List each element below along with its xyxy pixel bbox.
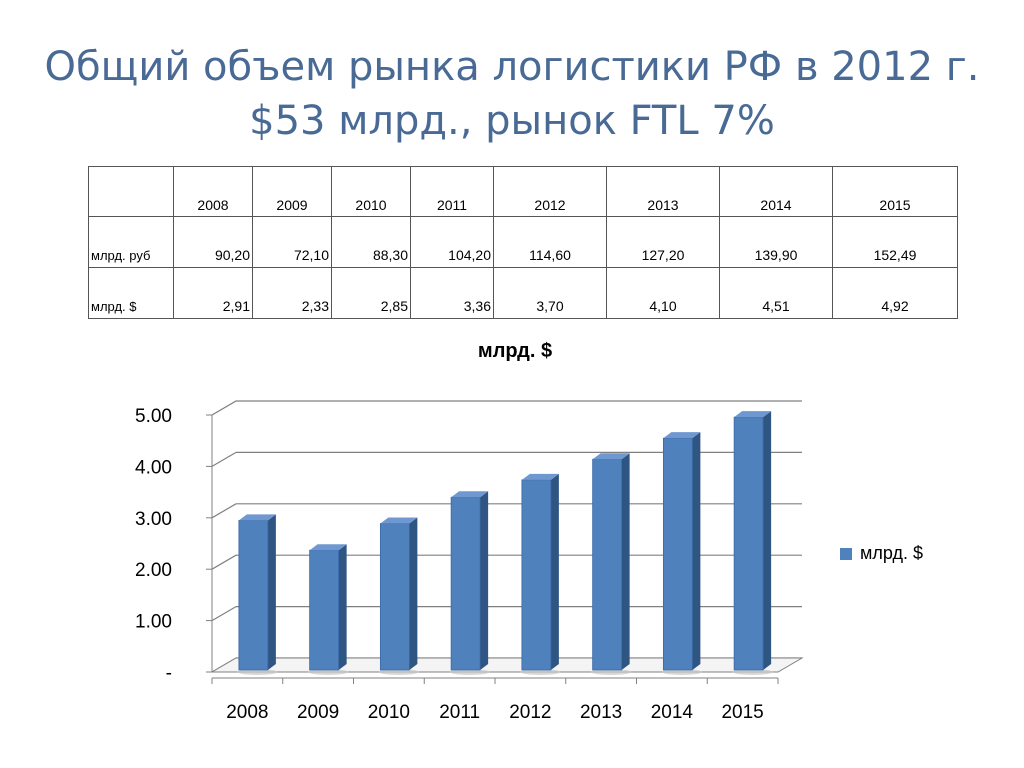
table-row: млрд. $ 2,91 2,33 2,85 3,36 3,70 4,10 4,… [88,267,958,319]
table-row-label: млрд. руб [88,216,174,268]
table-cell: 2,91 [173,267,253,319]
x-tick-label: 2014 [651,702,694,723]
slide-title-line-2: $53 млрд., рынок FTL 7% [249,98,775,144]
bar-side [621,453,630,670]
x-tick-label: 2008 [226,702,268,723]
chart-title: млрд. $ [477,340,553,362]
x-tick-label: 2010 [368,702,410,723]
table-cell: 3,70 [493,267,607,319]
table-cell: 3,36 [410,267,494,319]
bar-shadow [661,669,702,675]
gridline-side [211,606,237,622]
table-cell: 4,51 [719,267,833,319]
table-cell: 4,10 [606,267,720,319]
bar-shadow [732,669,773,675]
bar [238,520,269,671]
bar-top [238,514,276,521]
chart-legend: млрд. $ [840,543,923,564]
bar-shadow [237,669,278,675]
bar-top [734,411,772,418]
x-tick-label: 2015 [721,702,763,723]
bar [379,523,410,671]
bar [309,549,340,671]
legend-label: млрд. $ [860,543,923,563]
x-tick-label: 2011 [439,702,480,723]
bar [662,437,693,671]
gridline-side [211,503,237,519]
bar [592,458,623,671]
bar-top [451,491,489,498]
table-cell: 2,85 [331,267,411,319]
slide-title-line-1: Общий объем рынка логистики РФ в 2012 г. [44,44,980,90]
grid-top-edge [211,400,802,416]
bar-side [267,514,276,670]
y-tick-label: 3.00 [135,509,172,530]
table-cell: 104,20 [410,216,494,268]
table-cell: 114,60 [493,216,607,268]
y-tick-label: 4.00 [135,457,172,478]
slide-title: Общий объем рынка логистики РФ в 2012 г.… [0,40,1024,148]
table-row: млрд. руб 90,20 72,10 88,30 104,20 114,6… [88,216,958,268]
table-header-cell: 2015 [832,166,958,217]
bar-side [409,517,418,670]
bar-shadow [591,669,632,675]
gridline-side [211,400,237,416]
x-tick-label: 2013 [580,702,622,723]
y-tick-label: 2.00 [135,560,172,581]
table-cell: 152,49 [832,216,958,268]
bar [450,496,481,671]
y-tick-label: - [166,663,172,684]
bar-side [480,491,489,670]
data-table: 2008 2009 2010 2011 2012 2013 2014 2015 … [88,166,958,319]
bar-shadow [449,669,490,675]
bar-top [592,453,630,460]
bar-side [763,411,772,670]
gridline-side [211,451,237,467]
bar [733,416,764,671]
table-header-cell: 2009 [252,166,332,217]
x-tick-label: 2009 [297,702,339,723]
bar-shadow [520,669,561,675]
bar-top [309,544,347,551]
table-cell: 4,92 [832,267,958,319]
y-tick-label: 5.00 [135,406,172,427]
bar-top [663,432,701,439]
bar-top [521,473,559,480]
gridline-side [211,554,237,570]
bar-shadow [308,669,349,675]
bar-shadow [378,669,419,675]
table-header-row: 2008 2009 2010 2011 2012 2013 2014 2015 [88,166,958,217]
table-header-cell [88,166,174,217]
bar-side [338,544,347,670]
table-cell: 2,33 [252,267,332,319]
chart-floor [210,657,804,673]
table-row-label: млрд. $ [88,267,174,319]
bar-side [550,473,559,670]
bar [521,479,552,671]
y-tick-label: 1.00 [135,612,172,633]
legend-swatch [840,547,852,560]
x-tick-label: 2012 [509,702,551,723]
bar-top [380,517,418,524]
table-header-cell: 2012 [493,166,607,217]
bar-side [692,432,701,670]
table-cell: 139,90 [719,216,833,268]
